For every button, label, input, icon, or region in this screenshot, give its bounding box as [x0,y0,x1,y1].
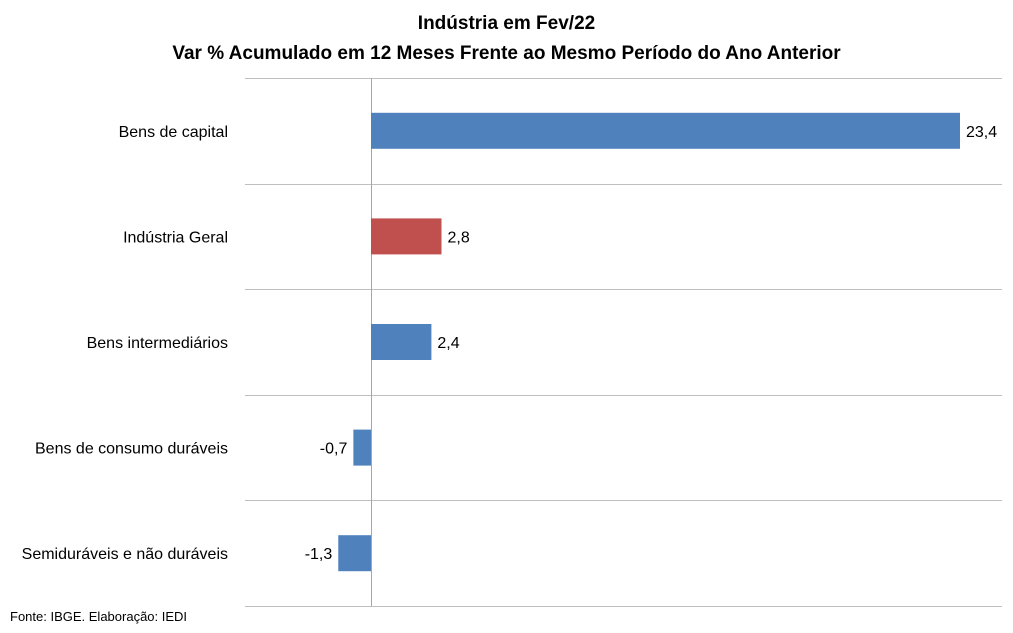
category-label: Bens de consumo duráveis [35,441,228,458]
chart-subtitle: Var % Acumulado em 12 Meses Frente ao Me… [172,43,841,64]
category-label: Indústria Geral [123,229,228,246]
bar [371,324,432,360]
data-label: -0,7 [320,441,348,458]
category-label: Semiduráveis e não duráveis [22,546,228,563]
data-label: 2,8 [447,229,469,246]
bar [371,112,960,149]
category-label: Bens intermediários [87,335,228,352]
data-label: -1,3 [305,546,333,563]
category-label: Bens de capital [119,124,228,141]
bar [353,429,371,466]
data-label: 2,4 [437,335,459,352]
bar [371,218,442,255]
source-note: Fonte: IBGE. Elaboração: IEDI [10,609,188,624]
data-label: 23,4 [966,124,997,141]
chart-title: Indústria em Fev/22 [417,13,596,34]
bar [338,535,371,572]
